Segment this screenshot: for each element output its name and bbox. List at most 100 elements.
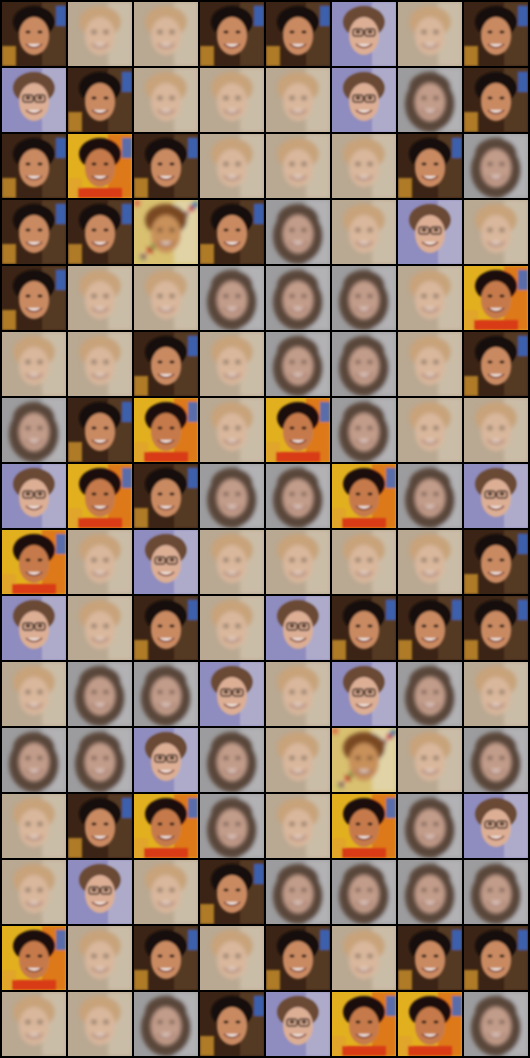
eye (25, 756, 31, 760)
face-image (464, 332, 528, 396)
eye (157, 756, 163, 760)
eye (157, 888, 163, 892)
image-content (211, 530, 264, 594)
background-color-strip (122, 204, 132, 224)
face-image (200, 992, 264, 1056)
eye (37, 822, 43, 826)
face (415, 743, 445, 781)
background-color-strip (386, 468, 396, 488)
eye (499, 822, 505, 826)
face (85, 413, 115, 451)
image-content (200, 992, 264, 1056)
image-content (343, 2, 396, 66)
eye (301, 954, 307, 958)
shirt (408, 1046, 452, 1056)
eye (367, 888, 373, 892)
image-content (277, 728, 330, 792)
face-image (332, 68, 396, 132)
eye (499, 294, 505, 298)
image-content (13, 68, 66, 132)
eye (487, 756, 493, 760)
eye (289, 228, 295, 232)
mouth (289, 307, 307, 313)
background-color-strip (68, 838, 82, 858)
face-image (200, 662, 264, 726)
eye (157, 426, 163, 430)
face (349, 479, 379, 517)
eye (25, 162, 31, 166)
face-image (464, 68, 528, 132)
background-color-strip (56, 270, 66, 290)
eye (169, 888, 175, 892)
face-image (134, 68, 198, 132)
image-content (211, 134, 264, 198)
face (19, 413, 49, 451)
face (151, 545, 181, 583)
image-content (277, 596, 330, 660)
face-image (68, 2, 132, 66)
shirt (474, 320, 518, 330)
face (151, 347, 181, 385)
eye (499, 756, 505, 760)
face (481, 149, 511, 187)
image-content (79, 860, 132, 924)
mouth (25, 1033, 43, 1039)
eye (25, 822, 31, 826)
face (283, 413, 313, 451)
face (283, 83, 313, 121)
image-content (2, 530, 66, 594)
face (283, 347, 313, 385)
image-content (79, 2, 132, 66)
face (217, 941, 247, 979)
image-content (145, 860, 198, 924)
face-image (464, 860, 528, 924)
mouth (487, 835, 505, 841)
image-content (13, 464, 66, 528)
face-image (266, 530, 330, 594)
eye (289, 1020, 295, 1024)
face-image (398, 464, 462, 528)
background-color-strip (56, 6, 66, 26)
face-image (200, 266, 264, 330)
face-image (200, 464, 264, 528)
noise-patch (390, 730, 396, 736)
face-image (398, 596, 462, 660)
eye (103, 30, 109, 34)
face (415, 545, 445, 583)
face-image (332, 662, 396, 726)
mouth (289, 505, 307, 511)
face (415, 809, 445, 847)
face (19, 809, 49, 847)
image-content (266, 2, 330, 66)
mouth (421, 1033, 439, 1039)
face-image (68, 266, 132, 330)
noise-patch (339, 781, 345, 787)
background-color-strip (134, 178, 148, 198)
face-image (68, 860, 132, 924)
mouth (487, 967, 505, 973)
face-image (398, 926, 462, 990)
image-content (471, 992, 528, 1056)
face-image (200, 596, 264, 660)
face (217, 743, 247, 781)
image-content (471, 728, 528, 792)
mouth (25, 373, 43, 379)
face (217, 83, 247, 121)
face-image (2, 530, 66, 594)
face (19, 215, 49, 253)
face (415, 347, 445, 385)
eye (37, 162, 43, 166)
image-content (332, 464, 396, 528)
eye (499, 426, 505, 430)
eye (169, 30, 175, 34)
mouth (91, 571, 109, 577)
glasses (352, 94, 364, 103)
shirt (144, 452, 188, 462)
face (415, 941, 445, 979)
mouth (421, 439, 439, 445)
eye (421, 954, 427, 958)
mouth (157, 505, 175, 511)
face (19, 347, 49, 385)
face (19, 743, 49, 781)
background-color-strip (518, 534, 528, 554)
